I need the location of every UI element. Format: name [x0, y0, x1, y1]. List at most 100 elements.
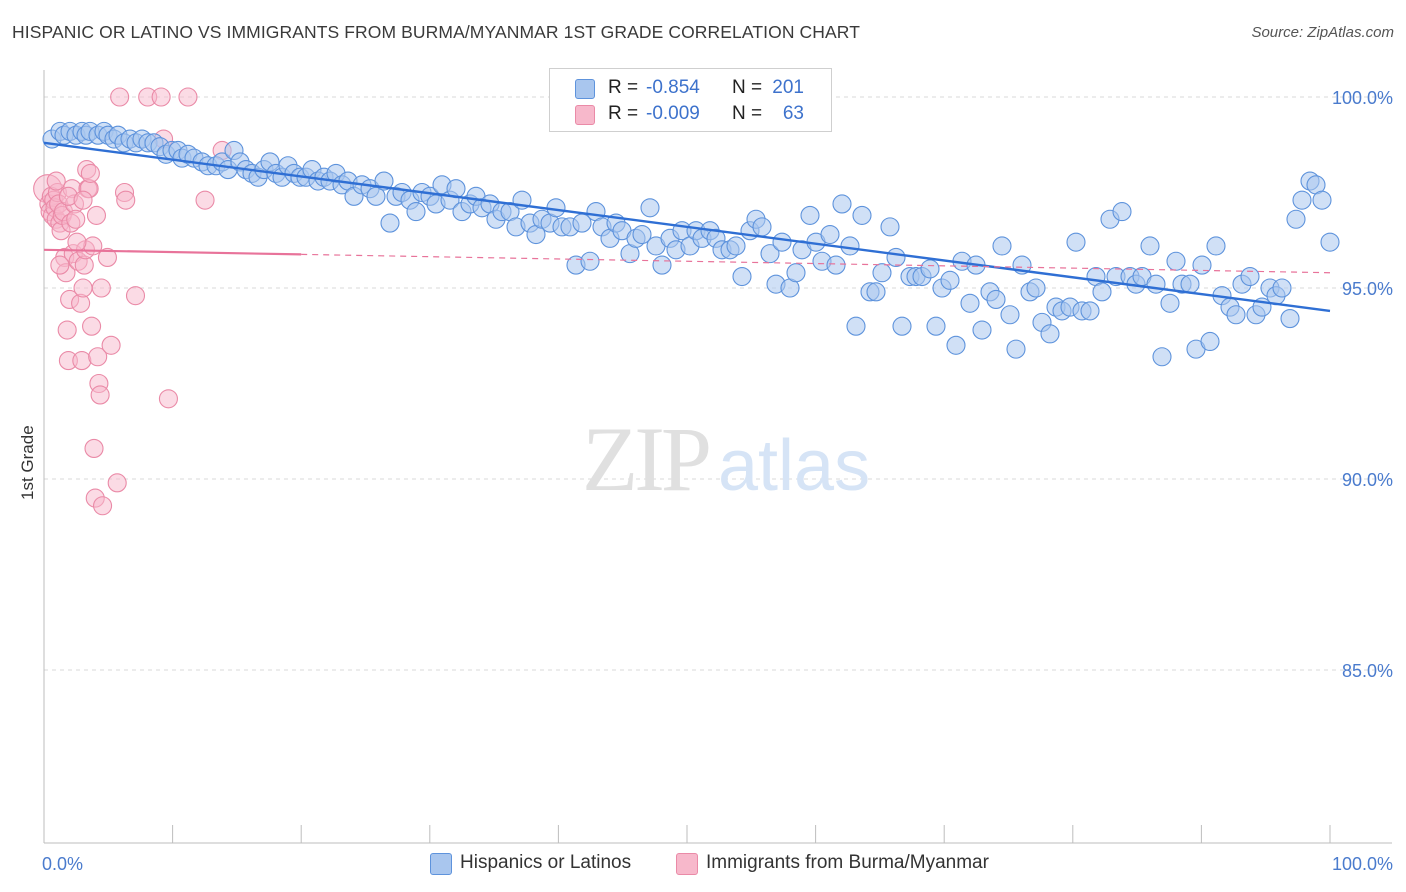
point-hispanics — [380, 213, 400, 233]
point-immigrants-burma — [72, 351, 92, 371]
point-hispanics — [726, 236, 746, 256]
point-immigrants-burma — [97, 247, 117, 267]
series-hispanics-points — [42, 121, 1340, 367]
point-hispanics — [1320, 232, 1340, 252]
chart-title: HISPANIC OR LATINO VS IMMIGRANTS FROM BU… — [12, 22, 860, 42]
r-label: R = — [608, 103, 639, 124]
point-hispanics — [772, 232, 792, 252]
trend-line-burma-solid — [43, 248, 302, 256]
watermark-atlas: atlas — [718, 426, 870, 506]
point-immigrants-burma — [73, 190, 93, 210]
point-hispanics — [846, 316, 866, 336]
y-tick-labels: 100.0% 95.0% 90.0% 85.0% — [1332, 88, 1393, 681]
y-tick-label: 90.0% — [1342, 470, 1393, 490]
point-immigrants-burma — [107, 473, 127, 493]
point-hispanics — [1000, 305, 1020, 325]
point-immigrants-burma — [73, 278, 93, 298]
point-hispanics — [652, 255, 672, 275]
point-hispanics — [752, 217, 772, 237]
point-immigrants-burma — [84, 438, 104, 458]
point-hispanics — [1152, 347, 1172, 367]
x-tick-label-min: 0.0% — [42, 854, 83, 874]
series-immigrants-burma-points — [33, 87, 232, 516]
point-hispanics — [1226, 305, 1246, 325]
point-hispanics — [940, 270, 960, 290]
point-hispanics — [960, 293, 980, 313]
point-hispanics — [840, 236, 860, 256]
point-immigrants-burma — [178, 87, 198, 107]
legend-swatch-burma — [676, 853, 698, 875]
grid-lines — [44, 96, 1392, 671]
point-hispanics — [1166, 251, 1186, 271]
x-axis — [43, 70, 1392, 844]
point-hispanics — [760, 244, 780, 264]
point-hispanics — [1160, 293, 1180, 313]
watermark: ZIP atlas — [582, 408, 870, 510]
point-hispanics — [986, 289, 1006, 310]
point-immigrants-burma — [101, 335, 121, 355]
point-hispanics — [1180, 274, 1200, 294]
point-hispanics — [926, 316, 946, 336]
point-immigrants-burma — [86, 205, 107, 225]
point-hispanics — [1006, 339, 1026, 359]
stats-legend: R = -0.854 N = 201 R = -0.009 N = 63 — [549, 68, 832, 132]
point-hispanics — [580, 251, 600, 271]
point-hispanics — [640, 198, 660, 218]
point-immigrants-burma — [125, 286, 146, 306]
point-immigrants-burma — [116, 190, 136, 210]
watermark-zip: ZIP — [582, 408, 709, 510]
point-hispanics — [1192, 255, 1212, 275]
point-hispanics — [1286, 209, 1306, 229]
point-hispanics — [880, 217, 900, 237]
y-axis-label: 1st Grade — [18, 425, 37, 500]
point-immigrants-burma — [90, 385, 110, 405]
point-hispanics — [632, 224, 652, 245]
point-hispanics — [1092, 282, 1112, 302]
point-immigrants-burma — [151, 87, 171, 107]
point-immigrants-burma — [66, 209, 86, 229]
point-immigrants-burma — [50, 255, 70, 275]
point-hispanics — [1040, 324, 1060, 344]
r-value: -0.854 — [646, 77, 700, 98]
point-immigrants-burma — [67, 232, 87, 252]
point-hispanics — [886, 247, 906, 267]
point-immigrants-burma — [83, 236, 103, 256]
stats-row-hispanics: R = -0.854 N = 201 — [550, 75, 831, 101]
point-immigrants-burma — [158, 389, 178, 409]
point-hispanics — [1026, 278, 1046, 298]
point-hispanics — [1140, 236, 1160, 256]
legend-swatch-hispanics — [430, 853, 452, 875]
point-hispanics — [786, 263, 806, 283]
point-immigrants-burma — [82, 316, 102, 336]
point-immigrants-burma — [93, 496, 113, 516]
point-immigrants-burma — [195, 190, 215, 210]
point-hispanics — [406, 202, 426, 222]
stats-row-burma: R = -0.009 N = 63 — [550, 101, 831, 127]
point-immigrants-burma — [80, 163, 100, 183]
legend-label-hispanics: Hispanics or Latinos — [460, 852, 632, 873]
r-value: -0.009 — [646, 103, 700, 124]
point-immigrants-burma — [57, 320, 77, 340]
point-immigrants-burma — [46, 171, 66, 191]
y-tick-label: 95.0% — [1342, 279, 1393, 299]
point-hispanics — [946, 335, 966, 355]
point-hispanics — [820, 224, 840, 245]
series-legend: Hispanics or Latinos Immigrants from Bur… — [0, 850, 1406, 878]
source-label: Source: ZipAtlas.com — [1251, 24, 1394, 41]
y-tick-label: 100.0% — [1332, 88, 1393, 108]
swatch-hispanics — [575, 79, 595, 99]
point-immigrants-burma — [88, 347, 108, 367]
n-value: 201 — [772, 77, 804, 98]
point-hispanics — [826, 255, 846, 275]
n-value: 63 — [782, 103, 804, 124]
point-hispanics — [1206, 236, 1226, 256]
legend-label-burma: Immigrants from Burma/Myanmar — [706, 852, 989, 873]
point-hispanics — [732, 266, 752, 287]
point-hispanics — [852, 205, 872, 225]
y-tick-label: 85.0% — [1342, 661, 1393, 681]
point-hispanics — [832, 194, 852, 214]
point-hispanics — [1200, 331, 1220, 352]
point-hispanics — [1080, 301, 1100, 321]
point-hispanics — [1280, 309, 1300, 329]
